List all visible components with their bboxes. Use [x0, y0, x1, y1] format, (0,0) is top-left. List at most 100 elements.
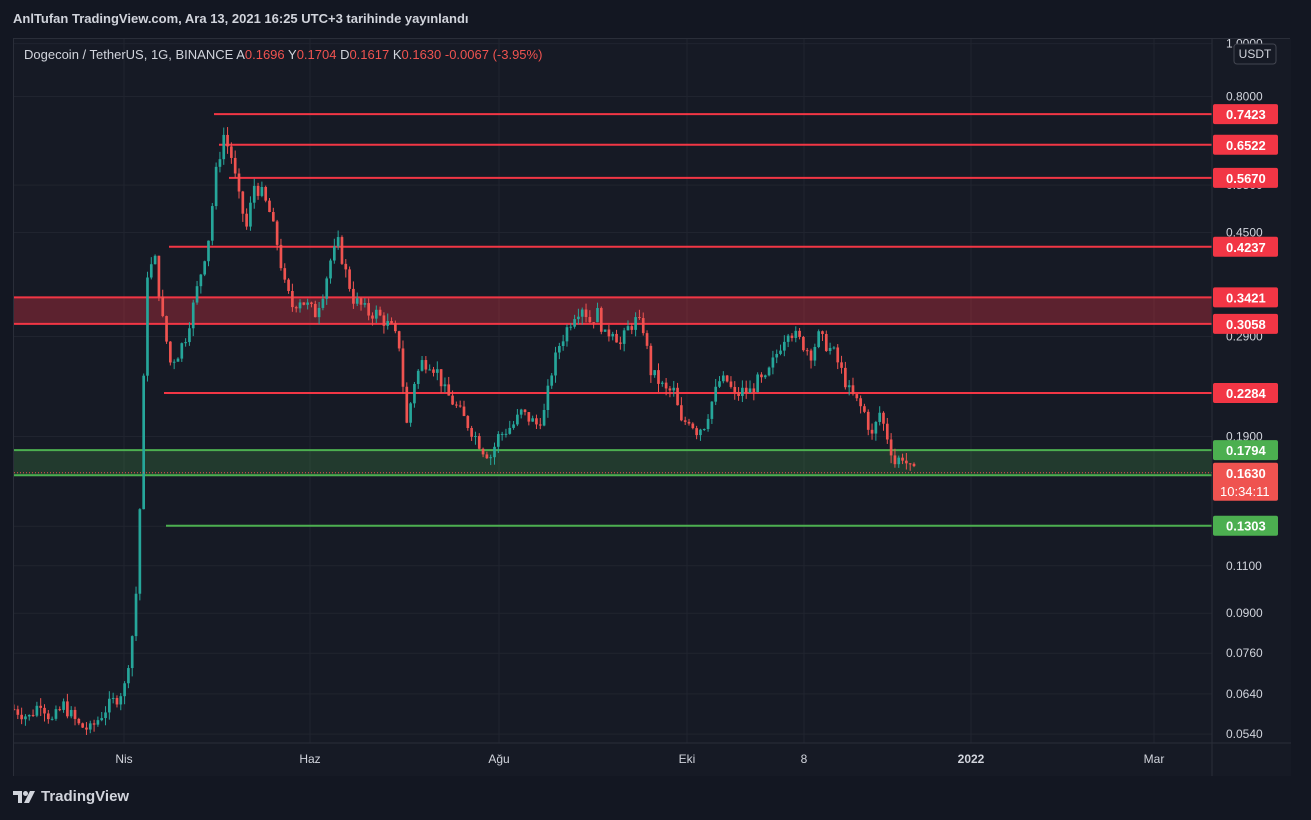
- candle: [16, 705, 20, 720]
- candle-body: [115, 697, 119, 705]
- ohlc-value: -0.0067 (-3.95%): [445, 47, 543, 62]
- x-tick-label: Mar: [1144, 752, 1165, 766]
- candle: [195, 280, 199, 305]
- candle-body: [489, 457, 493, 459]
- price-label-0.5670: 0.5670: [1213, 167, 1278, 188]
- candle: [645, 330, 649, 350]
- candle-body: [512, 424, 515, 428]
- candle-body: [432, 369, 435, 373]
- candle: [405, 382, 409, 424]
- candle: [287, 278, 290, 294]
- candle-body: [302, 302, 306, 305]
- candle: [512, 420, 515, 430]
- candle: [317, 301, 321, 325]
- price-label-bg: [1213, 440, 1278, 461]
- candle: [428, 364, 432, 371]
- candle: [748, 380, 752, 393]
- tradingview-logo[interactable]: TradingView: [13, 788, 129, 805]
- candle-body: [340, 237, 344, 264]
- candle: [203, 260, 207, 277]
- x-tick-label: Haz: [299, 752, 320, 766]
- candle-body: [92, 723, 96, 725]
- candle-body: [401, 348, 405, 387]
- candle: [146, 271, 149, 382]
- candle: [237, 168, 241, 199]
- candle: [451, 390, 454, 406]
- candle: [741, 380, 744, 403]
- candle: [695, 425, 698, 440]
- candle-body: [912, 463, 916, 467]
- candle-body: [226, 134, 229, 147]
- candle: [504, 428, 508, 438]
- candle-body: [378, 309, 382, 316]
- candle-body: [569, 326, 573, 328]
- candle-body: [260, 186, 264, 196]
- candle-body: [680, 405, 683, 421]
- candle: [615, 329, 618, 343]
- chart-frame[interactable]: 0.05400.06400.07600.09000.11000.13000.19…: [13, 38, 1291, 777]
- candle: [443, 377, 447, 393]
- candle-body: [577, 316, 580, 320]
- candle-body: [718, 381, 721, 387]
- candle: [31, 709, 35, 718]
- candle-body: [840, 362, 843, 368]
- candle: [607, 324, 611, 342]
- candle-body: [558, 346, 561, 353]
- candle: [699, 428, 702, 441]
- ohlc-label: D: [340, 47, 349, 62]
- candle-body: [424, 360, 428, 370]
- candle: [863, 403, 866, 414]
- candle-body: [798, 330, 801, 337]
- candle: [878, 406, 882, 426]
- candle: [519, 408, 523, 419]
- candle: [340, 235, 344, 265]
- candle-body: [352, 288, 355, 304]
- candle: [191, 299, 195, 337]
- candle: [77, 717, 81, 726]
- candle: [874, 420, 878, 441]
- candle: [378, 306, 382, 317]
- candle: [844, 361, 847, 390]
- candle: [245, 208, 248, 230]
- ohlc-value: 0.1696: [245, 47, 288, 62]
- candle: [691, 422, 695, 430]
- candle-body: [649, 345, 653, 376]
- candle-body: [180, 343, 184, 359]
- candle-body: [374, 309, 378, 319]
- x-axis: Nis Haz Ağu Eki 8 2022 Mar: [115, 752, 1164, 766]
- candle-body: [634, 317, 637, 330]
- candle: [115, 695, 119, 708]
- candle-body: [626, 326, 630, 331]
- candle: [104, 706, 107, 726]
- candle-body: [737, 392, 740, 396]
- candle-body: [695, 428, 698, 436]
- candle-body: [233, 157, 237, 174]
- candle: [481, 447, 485, 458]
- candle: [664, 378, 668, 396]
- candle-body: [275, 221, 279, 245]
- candle-body: [249, 202, 252, 227]
- candle-body: [435, 369, 439, 373]
- candle-body: [367, 303, 370, 316]
- candle-body: [165, 316, 168, 342]
- tradingview-icon: [13, 790, 35, 803]
- candle-body: [474, 436, 477, 438]
- candle-body: [382, 315, 386, 326]
- x-tick-label: 2022: [958, 752, 985, 766]
- candle: [306, 298, 309, 310]
- candle: [54, 705, 58, 721]
- candle-body: [725, 375, 729, 382]
- candle-body: [130, 636, 134, 669]
- candle-body: [790, 335, 794, 338]
- price-label-text: 0.3421: [1226, 290, 1266, 305]
- candle-body: [146, 277, 149, 376]
- candle-body: [138, 509, 142, 594]
- symbol-name[interactable]: Dogecoin / TetherUS, 1G, BINANCE: [24, 47, 236, 62]
- candle-body: [310, 302, 313, 304]
- candle-body: [535, 418, 538, 425]
- price-chart[interactable]: 0.05400.06400.07600.09000.11000.13000.19…: [14, 39, 1291, 777]
- candle-body: [702, 429, 706, 431]
- candle: [821, 330, 824, 341]
- candle: [485, 451, 489, 460]
- candle: [58, 706, 62, 712]
